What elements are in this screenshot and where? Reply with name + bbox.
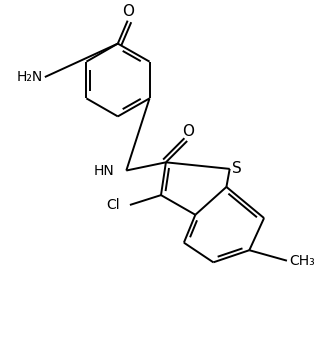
Text: Cl: Cl: [107, 198, 120, 212]
Text: CH₃: CH₃: [289, 254, 315, 268]
Text: O: O: [122, 4, 134, 19]
Text: S: S: [232, 161, 241, 176]
Text: O: O: [182, 124, 194, 139]
Text: HN: HN: [94, 164, 115, 177]
Text: H₂N: H₂N: [17, 70, 43, 84]
